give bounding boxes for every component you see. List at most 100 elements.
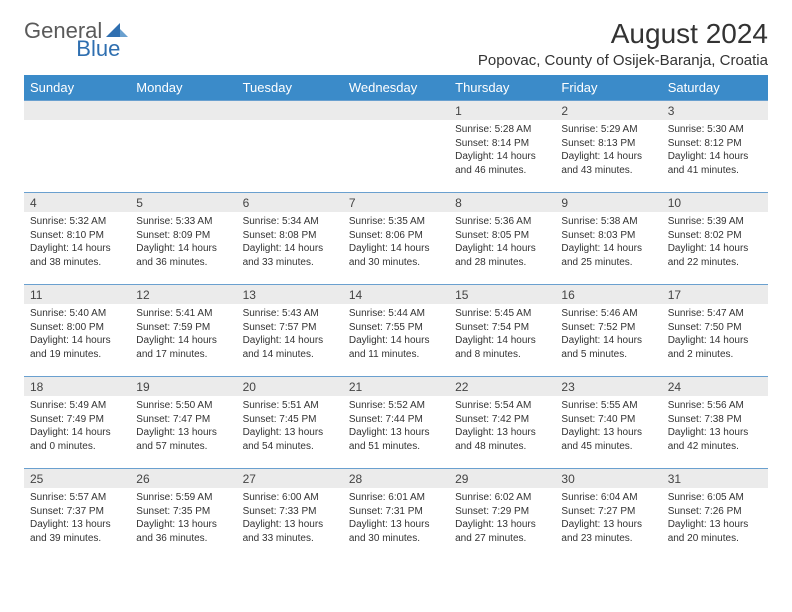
sunrise-text: Sunrise: 5:33 AM	[136, 215, 230, 229]
day-details: Sunrise: 5:38 AMSunset: 8:03 PMDaylight:…	[555, 212, 661, 273]
calendar-row: 4Sunrise: 5:32 AMSunset: 8:10 PMDaylight…	[24, 192, 768, 284]
sunset-text: Sunset: 8:12 PM	[668, 137, 762, 151]
sunrise-text: Sunrise: 6:01 AM	[349, 491, 443, 505]
day-number: 27	[237, 468, 343, 488]
sunrise-text: Sunrise: 5:56 AM	[668, 399, 762, 413]
calendar-cell	[343, 100, 449, 192]
sunrise-text: Sunrise: 5:38 AM	[561, 215, 655, 229]
day-details: Sunrise: 5:28 AMSunset: 8:14 PMDaylight:…	[449, 120, 555, 181]
sunrise-text: Sunrise: 6:05 AM	[668, 491, 762, 505]
sunset-text: Sunset: 7:49 PM	[30, 413, 124, 427]
day-details: Sunrise: 5:41 AMSunset: 7:59 PMDaylight:…	[130, 304, 236, 365]
day-number: 18	[24, 376, 130, 396]
sunset-text: Sunset: 7:44 PM	[349, 413, 443, 427]
calendar-cell: 26Sunrise: 5:59 AMSunset: 7:35 PMDayligh…	[130, 468, 236, 560]
daylight-text: Daylight: 13 hours and 42 minutes.	[668, 426, 762, 453]
day-number: 12	[130, 284, 236, 304]
daylight-text: Daylight: 13 hours and 30 minutes.	[349, 518, 443, 545]
calendar-cell: 21Sunrise: 5:52 AMSunset: 7:44 PMDayligh…	[343, 376, 449, 468]
title-block: August 2024 Popovac, County of Osijek-Ba…	[478, 18, 768, 69]
sunset-text: Sunset: 7:35 PM	[136, 505, 230, 519]
sunrise-text: Sunrise: 5:45 AM	[455, 307, 549, 321]
daylight-text: Daylight: 13 hours and 27 minutes.	[455, 518, 549, 545]
day-details: Sunrise: 6:05 AMSunset: 7:26 PMDaylight:…	[662, 488, 768, 549]
calendar-cell: 29Sunrise: 6:02 AMSunset: 7:29 PMDayligh…	[449, 468, 555, 560]
day-details: Sunrise: 5:49 AMSunset: 7:49 PMDaylight:…	[24, 396, 130, 457]
sunrise-text: Sunrise: 5:57 AM	[30, 491, 124, 505]
day-number: 11	[24, 284, 130, 304]
day-details: Sunrise: 5:32 AMSunset: 8:10 PMDaylight:…	[24, 212, 130, 273]
weekday-header: Thursday	[449, 75, 555, 100]
calendar-cell: 31Sunrise: 6:05 AMSunset: 7:26 PMDayligh…	[662, 468, 768, 560]
calendar-cell: 19Sunrise: 5:50 AMSunset: 7:47 PMDayligh…	[130, 376, 236, 468]
sunset-text: Sunset: 7:52 PM	[561, 321, 655, 335]
day-details: Sunrise: 5:52 AMSunset: 7:44 PMDaylight:…	[343, 396, 449, 457]
day-details: Sunrise: 6:02 AMSunset: 7:29 PMDaylight:…	[449, 488, 555, 549]
day-number: 20	[237, 376, 343, 396]
calendar-cell: 11Sunrise: 5:40 AMSunset: 8:00 PMDayligh…	[24, 284, 130, 376]
day-number: 5	[130, 192, 236, 212]
weekday-header: Sunday	[24, 75, 130, 100]
sunrise-text: Sunrise: 6:04 AM	[561, 491, 655, 505]
weekday-header: Friday	[555, 75, 661, 100]
sunset-text: Sunset: 7:45 PM	[243, 413, 337, 427]
daylight-text: Daylight: 14 hours and 22 minutes.	[668, 242, 762, 269]
calendar-row: 1Sunrise: 5:28 AMSunset: 8:14 PMDaylight…	[24, 100, 768, 192]
calendar-cell: 18Sunrise: 5:49 AMSunset: 7:49 PMDayligh…	[24, 376, 130, 468]
daylight-text: Daylight: 14 hours and 17 minutes.	[136, 334, 230, 361]
sunrise-text: Sunrise: 5:32 AM	[30, 215, 124, 229]
day-number: 3	[662, 100, 768, 120]
day-details: Sunrise: 5:39 AMSunset: 8:02 PMDaylight:…	[662, 212, 768, 273]
day-number: 22	[449, 376, 555, 396]
sunrise-text: Sunrise: 5:52 AM	[349, 399, 443, 413]
daylight-text: Daylight: 14 hours and 14 minutes.	[243, 334, 337, 361]
day-details: Sunrise: 5:59 AMSunset: 7:35 PMDaylight:…	[130, 488, 236, 549]
sunrise-text: Sunrise: 5:49 AM	[30, 399, 124, 413]
calendar-cell: 5Sunrise: 5:33 AMSunset: 8:09 PMDaylight…	[130, 192, 236, 284]
calendar-cell: 30Sunrise: 6:04 AMSunset: 7:27 PMDayligh…	[555, 468, 661, 560]
calendar-cell: 2Sunrise: 5:29 AMSunset: 8:13 PMDaylight…	[555, 100, 661, 192]
daylight-text: Daylight: 14 hours and 41 minutes.	[668, 150, 762, 177]
weekday-header-row: Sunday Monday Tuesday Wednesday Thursday…	[24, 75, 768, 100]
calendar-table: Sunday Monday Tuesday Wednesday Thursday…	[24, 75, 768, 560]
sunset-text: Sunset: 7:27 PM	[561, 505, 655, 519]
daylight-text: Daylight: 13 hours and 54 minutes.	[243, 426, 337, 453]
calendar-cell: 14Sunrise: 5:44 AMSunset: 7:55 PMDayligh…	[343, 284, 449, 376]
sunrise-text: Sunrise: 5:47 AM	[668, 307, 762, 321]
day-details: Sunrise: 5:51 AMSunset: 7:45 PMDaylight:…	[237, 396, 343, 457]
sunset-text: Sunset: 8:00 PM	[30, 321, 124, 335]
day-details: Sunrise: 5:35 AMSunset: 8:06 PMDaylight:…	[343, 212, 449, 273]
day-number: 16	[555, 284, 661, 304]
daylight-text: Daylight: 14 hours and 2 minutes.	[668, 334, 762, 361]
sunset-text: Sunset: 7:42 PM	[455, 413, 549, 427]
sunrise-text: Sunrise: 5:54 AM	[455, 399, 549, 413]
sunset-text: Sunset: 8:02 PM	[668, 229, 762, 243]
calendar-cell: 13Sunrise: 5:43 AMSunset: 7:57 PMDayligh…	[237, 284, 343, 376]
day-number: 23	[555, 376, 661, 396]
location-text: Popovac, County of Osijek-Baranja, Croat…	[478, 52, 768, 69]
sunrise-text: Sunrise: 5:34 AM	[243, 215, 337, 229]
sunrise-text: Sunrise: 5:44 AM	[349, 307, 443, 321]
sunset-text: Sunset: 7:40 PM	[561, 413, 655, 427]
day-details: Sunrise: 5:29 AMSunset: 8:13 PMDaylight:…	[555, 120, 661, 181]
sunset-text: Sunset: 8:10 PM	[30, 229, 124, 243]
daylight-text: Daylight: 14 hours and 30 minutes.	[349, 242, 443, 269]
daylight-text: Daylight: 14 hours and 38 minutes.	[30, 242, 124, 269]
day-details: Sunrise: 5:40 AMSunset: 8:00 PMDaylight:…	[24, 304, 130, 365]
daylight-text: Daylight: 14 hours and 8 minutes.	[455, 334, 549, 361]
day-number: 29	[449, 468, 555, 488]
sunset-text: Sunset: 8:09 PM	[136, 229, 230, 243]
day-details: Sunrise: 6:00 AMSunset: 7:33 PMDaylight:…	[237, 488, 343, 549]
daylight-text: Daylight: 13 hours and 20 minutes.	[668, 518, 762, 545]
day-number: 1	[449, 100, 555, 120]
calendar-cell: 24Sunrise: 5:56 AMSunset: 7:38 PMDayligh…	[662, 376, 768, 468]
sunrise-text: Sunrise: 5:59 AM	[136, 491, 230, 505]
weekday-header: Saturday	[662, 75, 768, 100]
sunset-text: Sunset: 7:59 PM	[136, 321, 230, 335]
sunset-text: Sunset: 8:13 PM	[561, 137, 655, 151]
sunset-text: Sunset: 8:06 PM	[349, 229, 443, 243]
day-details: Sunrise: 5:50 AMSunset: 7:47 PMDaylight:…	[130, 396, 236, 457]
day-details: Sunrise: 5:43 AMSunset: 7:57 PMDaylight:…	[237, 304, 343, 365]
day-details: Sunrise: 5:56 AMSunset: 7:38 PMDaylight:…	[662, 396, 768, 457]
sunrise-text: Sunrise: 5:39 AM	[668, 215, 762, 229]
